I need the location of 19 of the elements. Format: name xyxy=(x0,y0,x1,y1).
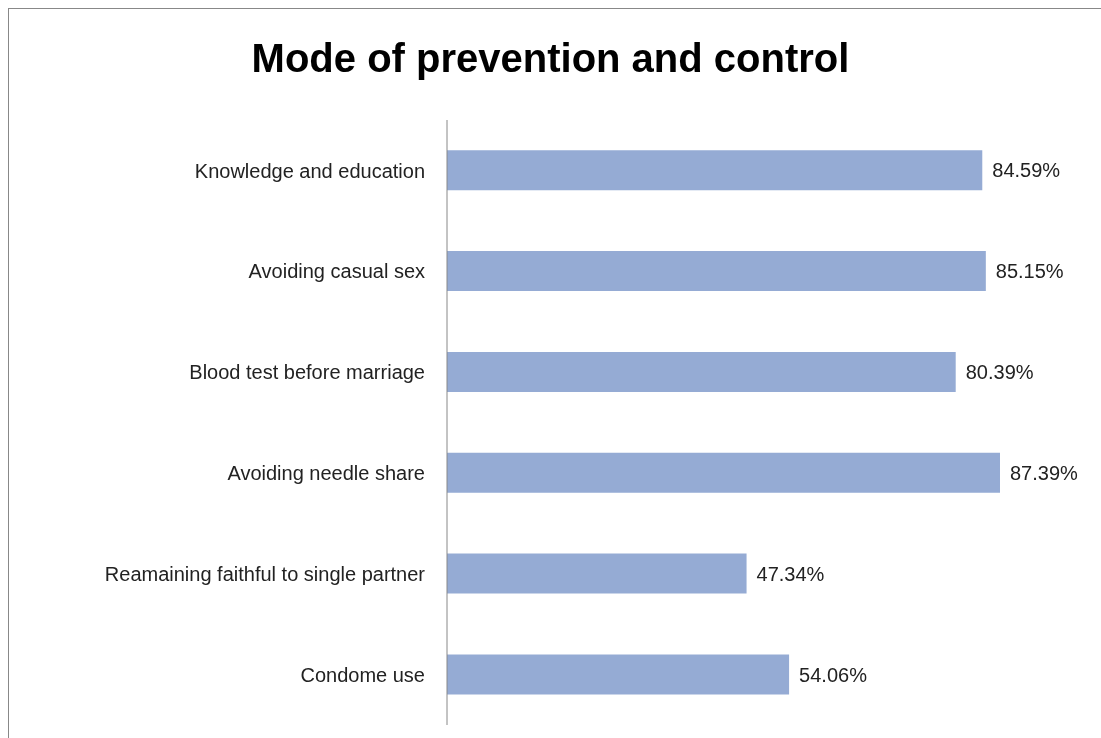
bar xyxy=(447,452,1000,493)
data-label: 84.59% xyxy=(992,159,1061,182)
y-tick-label: Reamaining faithful to single partner xyxy=(104,562,426,585)
bar xyxy=(447,351,956,392)
data-label: 47.34% xyxy=(756,562,825,585)
data-label: 87.39% xyxy=(1010,461,1079,484)
y-tick-label: Blood test before marriage xyxy=(189,361,425,384)
y-tick-label: Avoiding needle share xyxy=(227,462,425,485)
bar xyxy=(447,654,790,695)
chart-title: Mode of prevention and control xyxy=(250,36,851,81)
bar xyxy=(447,553,747,594)
y-tick-label: Condome use xyxy=(300,663,425,686)
data-label: 85.15% xyxy=(995,260,1064,283)
data-label: 80.39% xyxy=(965,361,1034,384)
y-tick-label: Knowledge and education xyxy=(194,159,425,182)
y-tick-label: Avoiding casual sex xyxy=(248,260,425,283)
bar xyxy=(447,251,986,292)
bar xyxy=(447,150,983,191)
data-label: 54.06% xyxy=(799,663,868,686)
